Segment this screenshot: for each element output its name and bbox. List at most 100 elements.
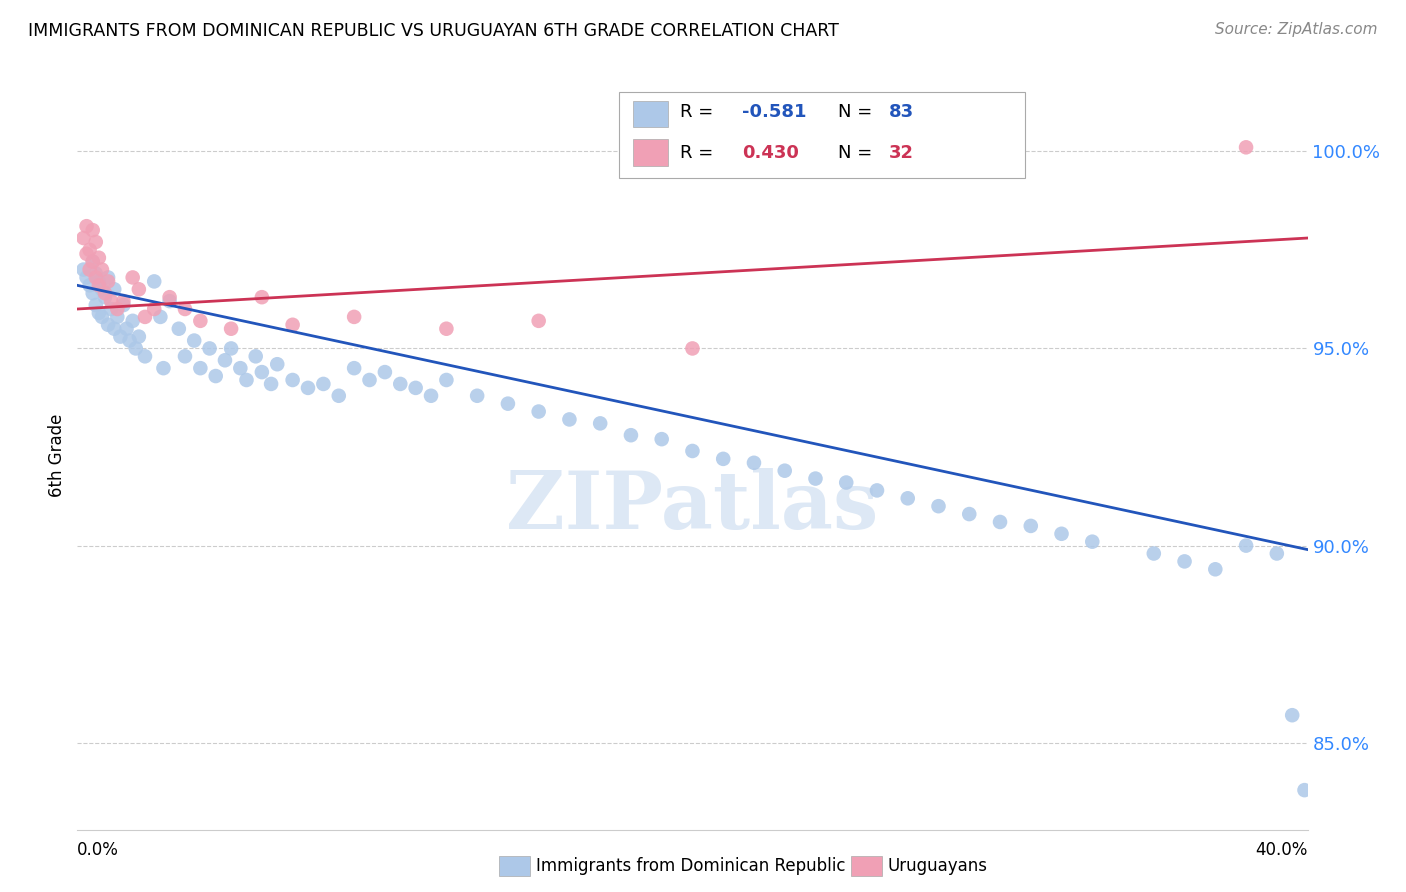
Point [128, 282, 150, 296]
Text: 40.0%: 40.0% [1256, 841, 1308, 859]
Point [219, 342, 242, 356]
Text: 0.430: 0.430 [742, 144, 799, 162]
Point [82, 254, 104, 268]
Point [105, 310, 128, 324]
Point [1174, 554, 1197, 568]
Point [121, 314, 143, 328]
Point [97, 274, 120, 288]
Point [682, 444, 704, 458]
Point [159, 290, 181, 304]
Point [804, 472, 827, 486]
Text: Uruguayans: Uruguayans [887, 857, 987, 875]
Point [149, 310, 172, 324]
Point [281, 373, 304, 387]
Point [328, 389, 350, 403]
Point [94, 286, 117, 301]
Point [266, 357, 288, 371]
Point [97, 318, 120, 332]
Point [121, 270, 143, 285]
Text: ZIPatlas: ZIPatlas [506, 468, 879, 547]
Point [527, 314, 550, 328]
Point [1143, 547, 1166, 561]
Point [87, 251, 110, 265]
Point [260, 376, 283, 391]
Point [245, 349, 267, 363]
Point [100, 301, 122, 316]
Point [134, 310, 156, 324]
Point [219, 322, 242, 336]
Point [359, 373, 381, 387]
Point [651, 432, 673, 446]
Point [79, 243, 101, 257]
Point [79, 262, 101, 277]
FancyBboxPatch shape [619, 92, 1025, 178]
Point [97, 270, 120, 285]
Point [79, 278, 101, 293]
Point [558, 412, 581, 426]
Point [90, 282, 114, 296]
Point [76, 270, 98, 285]
Text: 0.0%: 0.0% [77, 841, 120, 859]
Point [115, 322, 138, 336]
Point [1265, 547, 1288, 561]
Point [188, 361, 212, 376]
Point [496, 397, 519, 411]
Point [94, 290, 117, 304]
Point [87, 306, 110, 320]
Point [143, 301, 166, 316]
Point [198, 342, 221, 356]
Text: Source: ZipAtlas.com: Source: ZipAtlas.com [1215, 22, 1378, 37]
Point [118, 334, 141, 348]
Point [1081, 534, 1104, 549]
Point [128, 329, 150, 343]
Point [84, 298, 107, 312]
Point [100, 294, 122, 309]
Point [343, 361, 366, 376]
Point [405, 381, 427, 395]
Point [773, 464, 796, 478]
Point [84, 270, 107, 285]
Point [620, 428, 643, 442]
Point [103, 322, 125, 336]
Point [897, 491, 920, 506]
Point [72, 231, 94, 245]
Point [1019, 519, 1042, 533]
Point [436, 373, 458, 387]
Point [112, 294, 135, 309]
Point [1050, 526, 1073, 541]
Point [928, 499, 950, 513]
Point [143, 274, 166, 288]
Point [159, 294, 181, 309]
Point [76, 247, 98, 261]
Point [183, 334, 205, 348]
Point [312, 376, 335, 391]
Text: IMMIGRANTS FROM DOMINICAN REPUBLIC VS URUGUAYAN 6TH GRADE CORRELATION CHART: IMMIGRANTS FROM DOMINICAN REPUBLIC VS UR… [28, 22, 839, 40]
Point [420, 389, 443, 403]
Point [374, 365, 396, 379]
Point [87, 274, 110, 288]
Point [82, 254, 104, 268]
Point [103, 282, 125, 296]
Point [87, 278, 110, 293]
Point [465, 389, 488, 403]
Point [281, 318, 304, 332]
FancyBboxPatch shape [634, 101, 668, 128]
Text: R =: R = [681, 144, 718, 162]
Point [527, 404, 550, 418]
Point [988, 515, 1011, 529]
Text: 83: 83 [890, 103, 914, 121]
Point [152, 361, 174, 376]
FancyBboxPatch shape [634, 139, 668, 167]
Point [90, 310, 114, 324]
Point [90, 262, 114, 277]
Point [1234, 140, 1257, 154]
Point [389, 376, 412, 391]
Point [214, 353, 236, 368]
Point [174, 349, 197, 363]
Point [229, 361, 252, 376]
Point [1294, 783, 1316, 797]
Point [72, 262, 94, 277]
Point [589, 417, 612, 431]
Point [343, 310, 366, 324]
Y-axis label: 6th Grade: 6th Grade [48, 413, 66, 497]
